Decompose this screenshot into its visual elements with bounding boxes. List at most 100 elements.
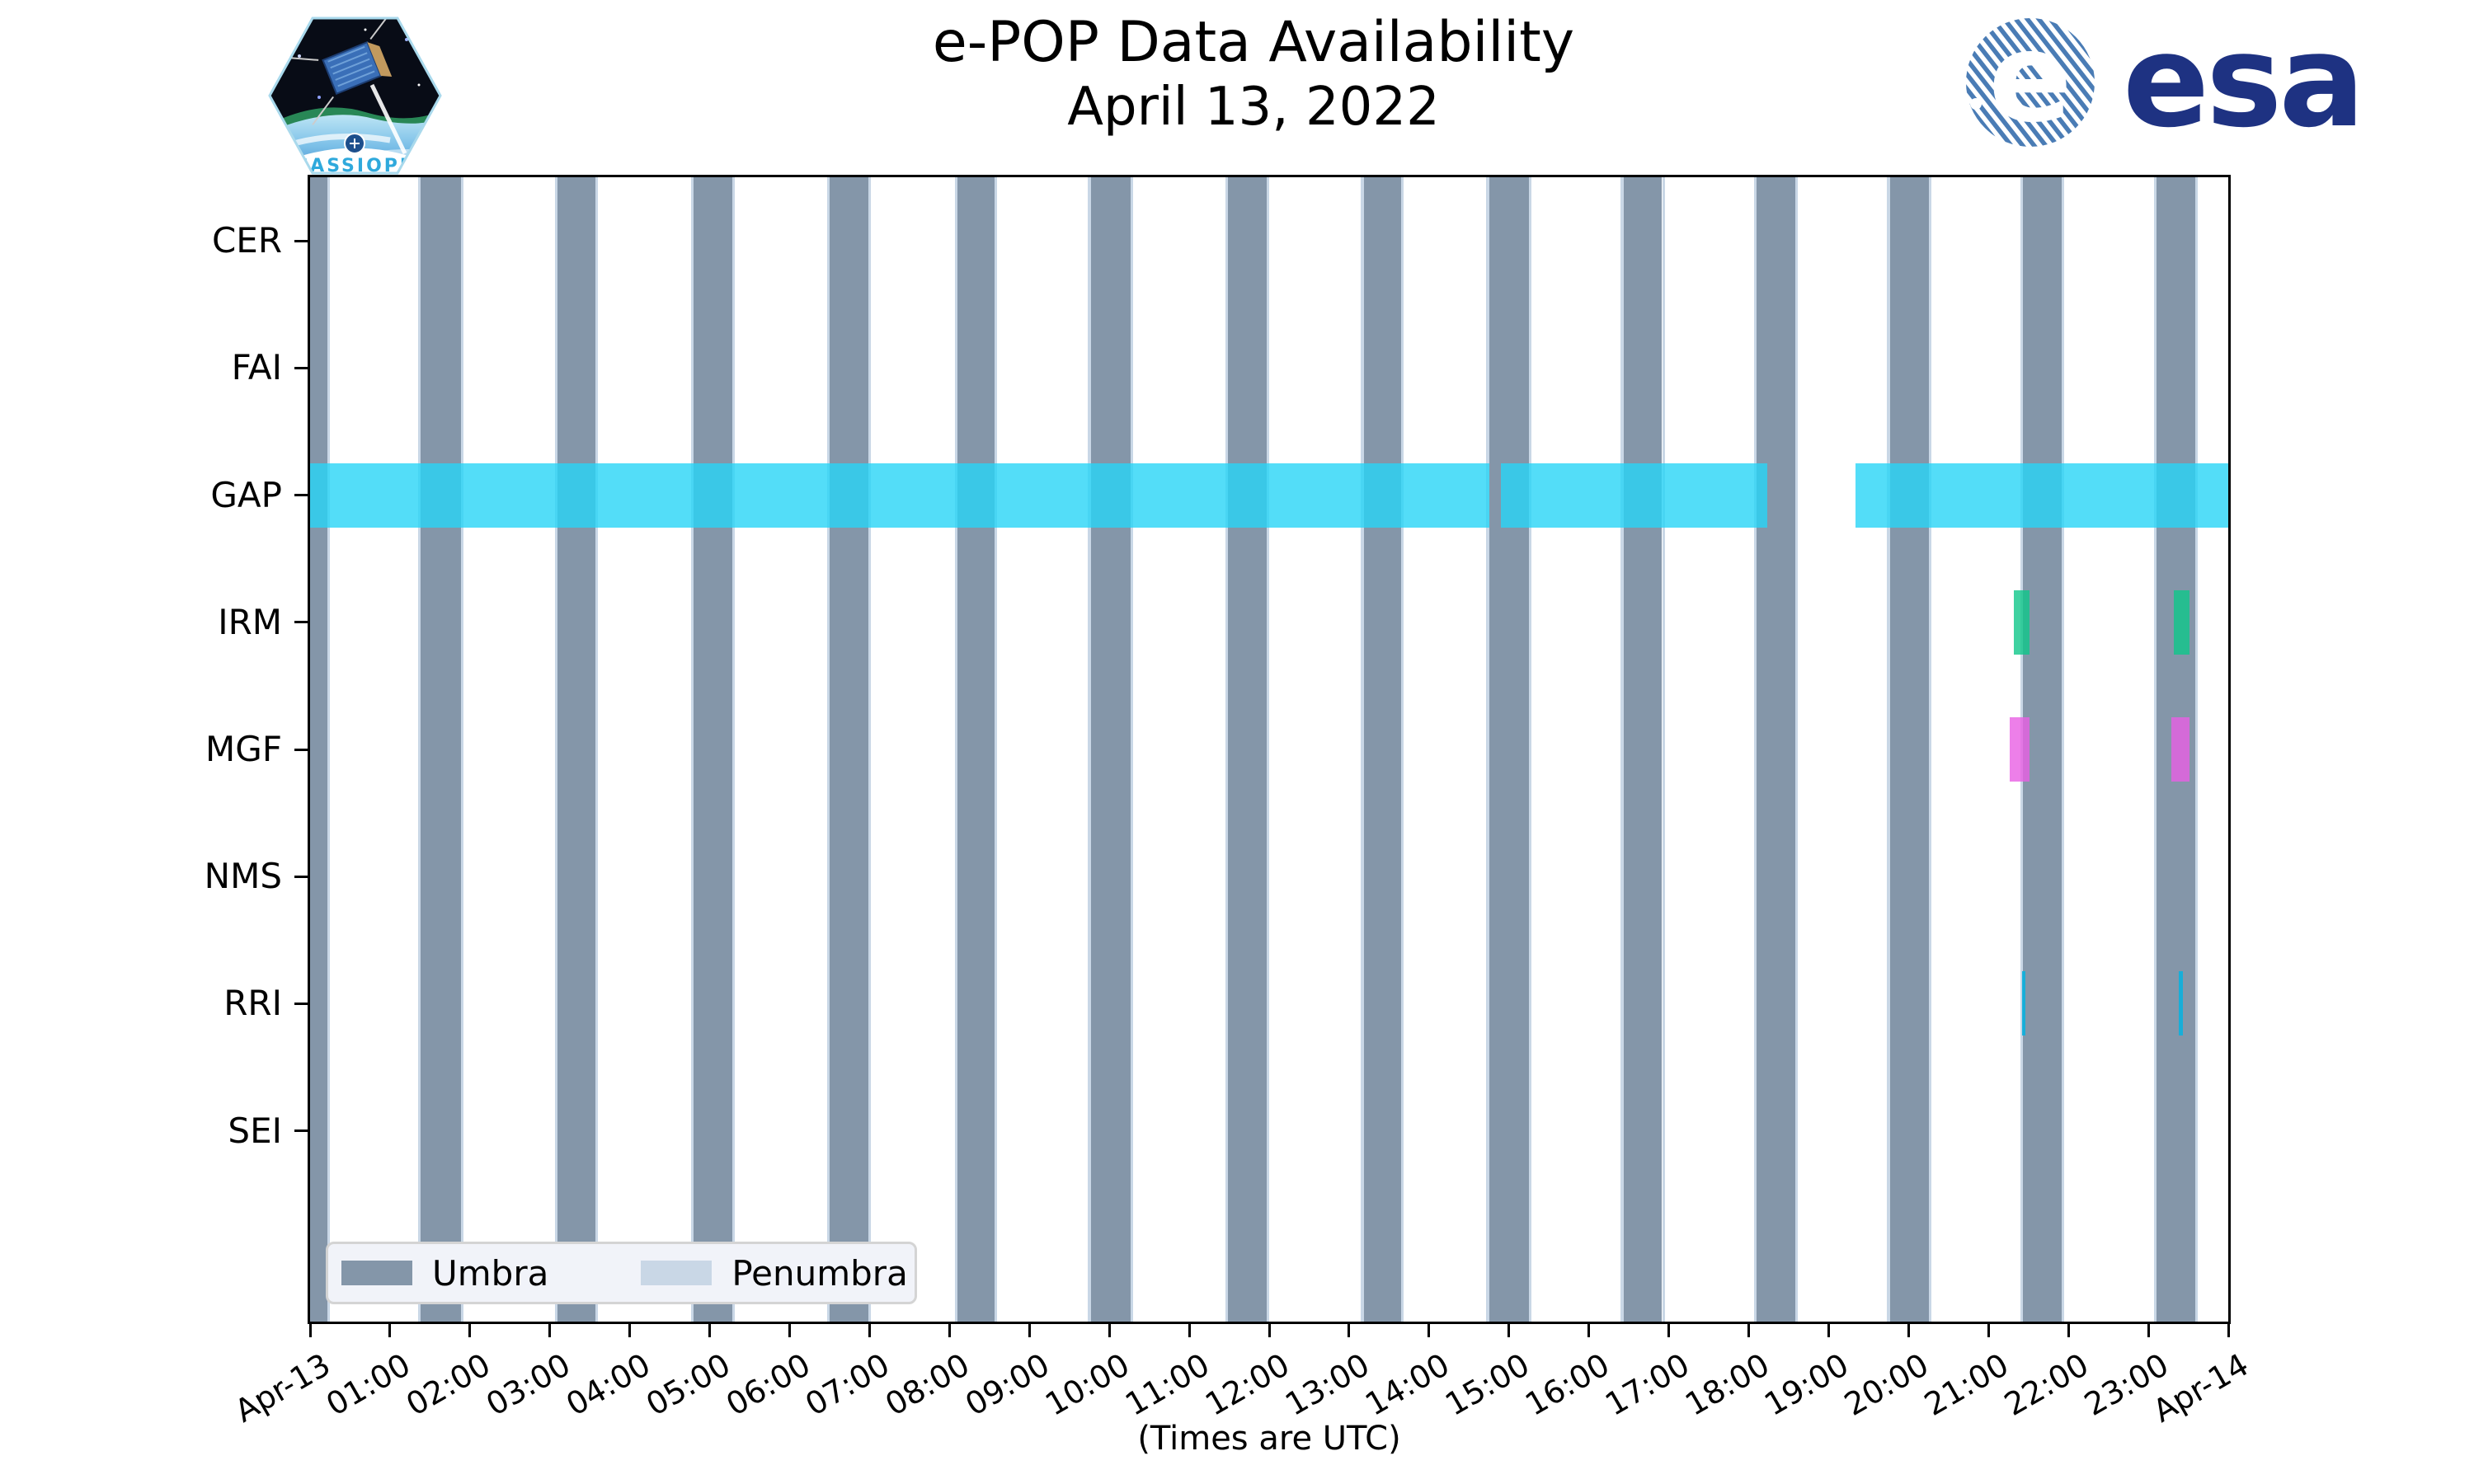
x-tick	[1427, 1324, 1431, 1337]
umbra-band	[310, 177, 327, 1322]
x-tick	[1667, 1324, 1671, 1337]
chart-header: e-POP Data Availability April 13, 2022	[495, 10, 2012, 139]
penumbra-band	[1753, 177, 1757, 1322]
x-tick	[548, 1324, 552, 1337]
umbra-band	[1227, 177, 1267, 1322]
umbra-band	[1363, 177, 1401, 1322]
penumbra-band	[595, 177, 598, 1322]
x-tick	[2067, 1324, 2070, 1337]
y-tick-label-rri: RRI	[223, 983, 282, 1024]
x-tick	[1348, 1324, 1351, 1337]
irm-availability-bar	[2173, 589, 2190, 655]
legend-box: Umbra Penumbra	[326, 1242, 917, 1304]
umbra-band	[957, 177, 995, 1322]
penumbra-band	[1361, 177, 1364, 1322]
penumbra-band	[954, 177, 957, 1322]
x-tick	[1907, 1324, 1910, 1337]
umbra-band	[1090, 177, 1131, 1322]
legend-item: Umbra	[328, 1253, 548, 1294]
x-tick	[628, 1324, 632, 1337]
y-tick	[294, 366, 308, 369]
penumbra-band	[1131, 177, 1134, 1322]
penumbra-band	[1887, 177, 1890, 1322]
x-tick	[1747, 1324, 1750, 1337]
rri-availability-bar	[2021, 971, 2025, 1036]
penumbra-band	[1400, 177, 1404, 1322]
umbra-band	[1489, 177, 1529, 1322]
y-tick-label-nms: NMS	[204, 856, 282, 897]
x-axis-caption: (Times are UTC)	[1137, 1420, 1401, 1458]
x-tick	[1507, 1324, 1511, 1337]
mgf-availability-bar	[2171, 716, 2190, 782]
penumbra-band	[1225, 177, 1228, 1322]
x-tick	[1987, 1324, 1990, 1337]
rri-availability-bar	[2179, 971, 2184, 1036]
x-tick	[1028, 1324, 1031, 1337]
y-tick	[294, 1002, 308, 1005]
penumbra-band	[995, 177, 998, 1322]
x-tick	[388, 1324, 392, 1337]
umbra-band	[1623, 177, 1663, 1322]
y-tick-label-sei: SEI	[228, 1110, 282, 1151]
umbra-band	[1757, 177, 1796, 1322]
umbra-band	[557, 177, 595, 1322]
esa-logo-icon: e esa	[1966, 12, 2365, 156]
penumbra-band	[1486, 177, 1489, 1322]
x-tick	[1188, 1324, 1191, 1337]
esa-logo-wordmark: esa	[2123, 12, 2362, 156]
x-tick	[1268, 1324, 1271, 1337]
x-tick	[308, 1324, 312, 1337]
irm-availability-bar	[2013, 589, 2030, 655]
y-tick	[294, 494, 308, 497]
penumbra-band	[2062, 177, 2065, 1322]
penumbra-band	[868, 177, 872, 1322]
umbra-band	[694, 177, 733, 1322]
svg-text:e: e	[1988, 12, 2072, 150]
x-tick	[868, 1324, 871, 1337]
penumbra-band	[826, 177, 830, 1322]
penumbra-band	[732, 177, 736, 1322]
penumbra-band	[1088, 177, 1091, 1322]
penumbra-band	[690, 177, 694, 1322]
legend-swatch-umbra	[341, 1261, 412, 1285]
y-tick	[294, 239, 308, 242]
umbra-band	[1889, 177, 1929, 1322]
chart-subtitle: April 13, 2022	[1067, 77, 1440, 138]
y-tick	[294, 1129, 308, 1133]
penumbra-band	[555, 177, 558, 1322]
y-tick-label-irm: IRM	[218, 601, 282, 642]
penumbra-band	[2194, 177, 2198, 1322]
y-tick-label-gap: GAP	[210, 474, 282, 515]
x-tick	[2227, 1324, 2230, 1337]
cassiope-mission-patch-icon: CASSIOPE	[268, 16, 442, 176]
legend-label-penumbra: Penumbra	[731, 1252, 908, 1294]
chart-title: e-POP Data Availability	[932, 10, 1575, 75]
umbra-band	[829, 177, 868, 1322]
penumbra-band	[460, 177, 463, 1322]
penumbra-band	[1928, 177, 1931, 1322]
cassiope-patch-label: CASSIOPE	[294, 156, 415, 176]
gap-availability-bar	[310, 463, 1489, 528]
umbra-band	[421, 177, 461, 1322]
mgf-availability-bar	[2010, 716, 2030, 782]
y-tick	[294, 875, 308, 878]
y-tick	[294, 621, 308, 624]
x-tick	[1108, 1324, 1111, 1337]
x-tick	[788, 1324, 791, 1337]
penumbra-band	[2153, 177, 2157, 1322]
y-tick-label-fai: FAI	[231, 347, 282, 388]
gap-availability-bar	[1501, 463, 1768, 528]
penumbra-band	[1266, 177, 1269, 1322]
legend-item: Penumbra	[628, 1253, 908, 1294]
penumbra-band	[1662, 177, 1665, 1322]
x-tick	[1587, 1324, 1591, 1337]
y-tick	[294, 748, 308, 751]
legend-label-umbra: Umbra	[432, 1252, 549, 1294]
x-tick	[1827, 1324, 1830, 1337]
x-tick	[2147, 1324, 2150, 1337]
penumbra-band	[1620, 177, 1624, 1322]
y-tick-label-mgf: MGF	[205, 729, 282, 769]
penumbra-band	[1528, 177, 1532, 1322]
availability-plot-area	[308, 175, 2231, 1324]
